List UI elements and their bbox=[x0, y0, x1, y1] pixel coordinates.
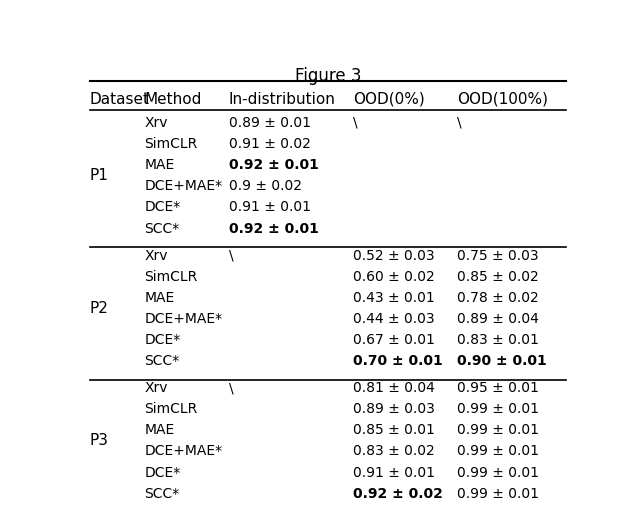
Text: 0.70 ± 0.01: 0.70 ± 0.01 bbox=[353, 354, 442, 368]
Text: 0.52 ± 0.03: 0.52 ± 0.03 bbox=[353, 248, 435, 263]
Text: 0.83 ± 0.02: 0.83 ± 0.02 bbox=[353, 444, 435, 459]
Text: 0.91 ± 0.02: 0.91 ± 0.02 bbox=[229, 137, 310, 151]
Text: OOD(100%): OOD(100%) bbox=[457, 92, 548, 107]
Text: P3: P3 bbox=[90, 433, 109, 449]
Text: Method: Method bbox=[145, 92, 202, 107]
Text: SCC*: SCC* bbox=[145, 354, 180, 368]
Text: 0.67 ± 0.01: 0.67 ± 0.01 bbox=[353, 333, 435, 347]
Text: 0.92 ± 0.02: 0.92 ± 0.02 bbox=[353, 487, 443, 501]
Text: 0.75 ± 0.03: 0.75 ± 0.03 bbox=[457, 248, 539, 263]
Text: Xrv: Xrv bbox=[145, 248, 168, 263]
Text: \: \ bbox=[353, 116, 357, 130]
Text: 0.99 ± 0.01: 0.99 ± 0.01 bbox=[457, 444, 539, 459]
Text: SimCLR: SimCLR bbox=[145, 402, 198, 416]
Text: DCE*: DCE* bbox=[145, 333, 180, 347]
Text: 0.91 ± 0.01: 0.91 ± 0.01 bbox=[229, 201, 311, 214]
Text: 0.99 ± 0.01: 0.99 ± 0.01 bbox=[457, 402, 539, 416]
Text: 0.99 ± 0.01: 0.99 ± 0.01 bbox=[457, 423, 539, 437]
Text: 0.85 ± 0.02: 0.85 ± 0.02 bbox=[457, 270, 539, 283]
Text: SCC*: SCC* bbox=[145, 221, 180, 236]
Text: DCE+MAE*: DCE+MAE* bbox=[145, 312, 223, 326]
Text: 0.92 ± 0.01: 0.92 ± 0.01 bbox=[229, 221, 319, 236]
Text: 0.44 ± 0.03: 0.44 ± 0.03 bbox=[353, 312, 435, 326]
Text: 0.9 ± 0.02: 0.9 ± 0.02 bbox=[229, 179, 302, 193]
Text: SimCLR: SimCLR bbox=[145, 137, 198, 151]
Text: 0.92 ± 0.01: 0.92 ± 0.01 bbox=[229, 158, 319, 172]
Text: P2: P2 bbox=[90, 301, 109, 316]
Text: 0.43 ± 0.01: 0.43 ± 0.01 bbox=[353, 291, 435, 305]
Text: 0.99 ± 0.01: 0.99 ± 0.01 bbox=[457, 487, 539, 501]
Text: 0.85 ± 0.01: 0.85 ± 0.01 bbox=[353, 423, 435, 437]
Text: \: \ bbox=[229, 381, 234, 395]
Text: 0.90 ± 0.01: 0.90 ± 0.01 bbox=[457, 354, 547, 368]
Text: MAE: MAE bbox=[145, 158, 175, 172]
Text: \: \ bbox=[229, 248, 234, 263]
Text: P1: P1 bbox=[90, 168, 109, 183]
Text: MAE: MAE bbox=[145, 423, 175, 437]
Text: 0.89 ± 0.03: 0.89 ± 0.03 bbox=[353, 402, 435, 416]
Text: 0.81 ± 0.04: 0.81 ± 0.04 bbox=[353, 381, 435, 395]
Text: 0.89 ± 0.04: 0.89 ± 0.04 bbox=[457, 312, 539, 326]
Text: 0.78 ± 0.02: 0.78 ± 0.02 bbox=[457, 291, 539, 305]
Text: Figure 3: Figure 3 bbox=[295, 67, 361, 85]
Text: 0.89 ± 0.01: 0.89 ± 0.01 bbox=[229, 116, 311, 130]
Text: 0.99 ± 0.01: 0.99 ± 0.01 bbox=[457, 466, 539, 480]
Text: SimCLR: SimCLR bbox=[145, 270, 198, 283]
Text: MAE: MAE bbox=[145, 291, 175, 305]
Text: DCE*: DCE* bbox=[145, 466, 180, 480]
Text: Xrv: Xrv bbox=[145, 116, 168, 130]
Text: 0.83 ± 0.01: 0.83 ± 0.01 bbox=[457, 333, 539, 347]
Text: Dataset: Dataset bbox=[90, 92, 150, 107]
Text: 0.91 ± 0.01: 0.91 ± 0.01 bbox=[353, 466, 435, 480]
Text: OOD(0%): OOD(0%) bbox=[353, 92, 424, 107]
Text: 0.60 ± 0.02: 0.60 ± 0.02 bbox=[353, 270, 435, 283]
Text: DCE+MAE*: DCE+MAE* bbox=[145, 444, 223, 459]
Text: DCE*: DCE* bbox=[145, 201, 180, 214]
Text: Xrv: Xrv bbox=[145, 381, 168, 395]
Text: SCC*: SCC* bbox=[145, 487, 180, 501]
Text: \: \ bbox=[457, 116, 461, 130]
Text: 0.95 ± 0.01: 0.95 ± 0.01 bbox=[457, 381, 539, 395]
Text: DCE+MAE*: DCE+MAE* bbox=[145, 179, 223, 193]
Text: In-distribution: In-distribution bbox=[229, 92, 335, 107]
